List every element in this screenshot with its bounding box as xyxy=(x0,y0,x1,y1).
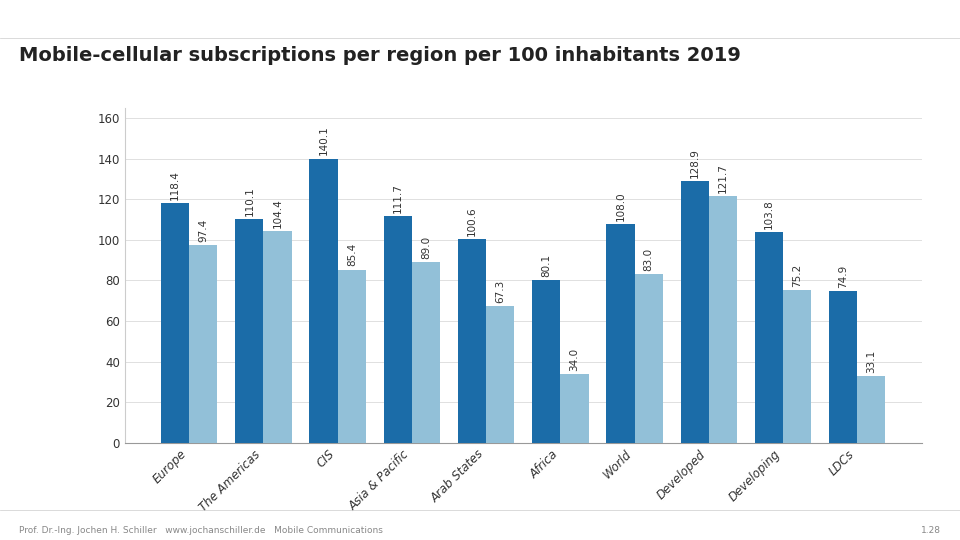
Bar xyxy=(458,239,486,443)
Bar xyxy=(189,245,217,443)
Text: Prof. Dr.-Ing. Jochen H. Schiller   www.jochanschiller.de   Mobile Communication: Prof. Dr.-Ing. Jochen H. Schiller www.jo… xyxy=(19,525,383,535)
Bar xyxy=(607,224,635,443)
Text: 121.7: 121.7 xyxy=(718,163,728,193)
Text: 111.7: 111.7 xyxy=(393,183,403,213)
Bar xyxy=(161,202,189,443)
Bar xyxy=(263,231,292,443)
Text: 108.0: 108.0 xyxy=(615,191,625,221)
Text: 100.6: 100.6 xyxy=(467,206,477,235)
Bar xyxy=(412,262,440,443)
Bar xyxy=(235,219,263,443)
Text: 83.0: 83.0 xyxy=(643,248,654,271)
Text: 128.9: 128.9 xyxy=(689,148,700,178)
Text: 97.4: 97.4 xyxy=(199,219,208,242)
Bar xyxy=(486,306,515,443)
Text: 67.3: 67.3 xyxy=(495,280,505,303)
Bar xyxy=(829,291,857,443)
Text: 33.1: 33.1 xyxy=(866,349,876,373)
Bar xyxy=(681,181,708,443)
Bar xyxy=(635,274,662,443)
Bar xyxy=(708,196,737,443)
Text: 104.4: 104.4 xyxy=(273,198,282,228)
Text: 75.2: 75.2 xyxy=(792,264,802,287)
Text: 74.9: 74.9 xyxy=(838,265,848,288)
Bar xyxy=(561,374,588,443)
Bar xyxy=(783,290,811,443)
Bar xyxy=(338,269,366,443)
Text: 103.8: 103.8 xyxy=(764,199,774,229)
Text: 85.4: 85.4 xyxy=(347,243,357,266)
Text: Mobile-cellular subscriptions per region per 100 inhabitants 2019: Mobile-cellular subscriptions per region… xyxy=(19,46,741,65)
Text: 1.28: 1.28 xyxy=(921,525,941,535)
Bar xyxy=(532,280,561,443)
Text: 34.0: 34.0 xyxy=(569,348,580,371)
Text: 118.4: 118.4 xyxy=(170,170,180,199)
Text: 89.0: 89.0 xyxy=(421,236,431,259)
Bar xyxy=(384,216,412,443)
Bar xyxy=(755,232,783,443)
Bar xyxy=(857,376,885,443)
Text: 140.1: 140.1 xyxy=(319,126,328,156)
Text: 80.1: 80.1 xyxy=(541,254,551,277)
Bar xyxy=(309,159,338,443)
Text: 110.1: 110.1 xyxy=(245,187,254,217)
